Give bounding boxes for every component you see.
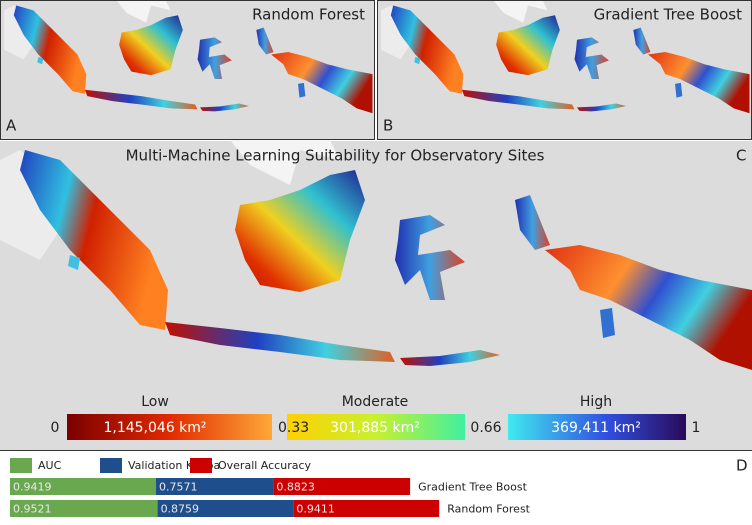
panel-letter: B	[383, 117, 393, 135]
category-label: Gradient Tree Boost	[418, 481, 528, 494]
break-label: 1	[692, 420, 701, 436]
bar-segment	[157, 500, 294, 517]
value-label: 0.9521	[13, 503, 52, 516]
category-label: Random Forest	[447, 503, 530, 516]
class-area: 1,145,046 km²	[103, 420, 206, 436]
panel-letter: A	[6, 117, 17, 135]
panel-title: Multi-Machine Learning Suitability for O…	[126, 147, 545, 165]
value-label: 0.8823	[276, 481, 315, 494]
class-name: Moderate	[342, 394, 409, 410]
value-label: 0.7571	[159, 481, 198, 494]
break-label: 0	[51, 420, 60, 436]
class-name: Low	[141, 394, 169, 410]
bar-segment	[10, 478, 156, 495]
panel-letter: C	[736, 147, 746, 165]
panel-title: Random Forest	[252, 6, 365, 24]
break-label: 0.66	[470, 420, 501, 436]
class-name: High	[580, 394, 612, 410]
bar-segment	[273, 478, 411, 495]
class-area: 301,885 km²	[330, 420, 420, 436]
panel-letter: D	[736, 457, 748, 475]
value-label: 0.9411	[296, 503, 335, 516]
class-bar	[67, 414, 272, 440]
panel-title: Gradient Tree Boost	[594, 6, 743, 24]
class-bar	[508, 414, 686, 440]
legend-label: Overall Accuracy	[218, 459, 312, 472]
bar-segment	[10, 500, 158, 517]
legend-swatch	[190, 458, 212, 473]
bar-segment	[293, 500, 440, 517]
legend-swatch	[100, 458, 122, 473]
break-label: 0.33	[278, 420, 309, 436]
legend-label: AUC	[38, 459, 62, 472]
panel-a	[0, 0, 375, 140]
panel-b	[377, 0, 752, 140]
value-label: 0.8759	[161, 503, 200, 516]
legend-swatch	[10, 458, 32, 473]
class-bar	[287, 414, 465, 440]
bar-segment	[155, 478, 274, 495]
value-label: 0.9419	[13, 481, 52, 494]
class-area: 369,411 km²	[551, 420, 641, 436]
